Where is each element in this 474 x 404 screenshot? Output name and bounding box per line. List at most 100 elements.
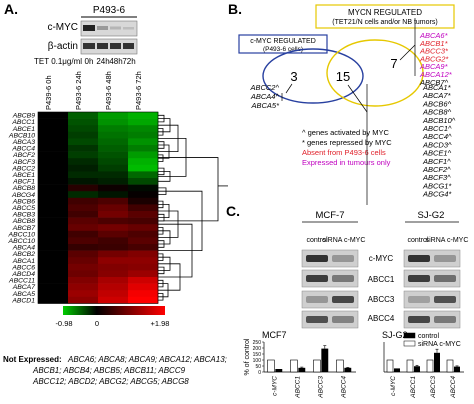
band-label-abcc3: ABCC3 [368,295,395,304]
heatmap-cell [128,178,159,185]
blot-band [306,255,328,262]
heatmap-cell [98,131,129,139]
heatmap-row-label: ABCA3 [12,139,36,146]
center-gene: ABCB10^ [422,116,456,125]
heatmap-cell [38,270,69,278]
not-expressed-note: Not Expressed: ABCA6; ABCA8; ABCA9; ABCA… [3,355,227,386]
heatmap-row-label: ABCC11 [8,278,35,285]
bar-sirna [454,366,460,372]
cmyc-title: c-MYC REGULATED [250,38,316,45]
right-gene: ABCB1* [419,39,449,48]
y-axis-label: % of control [244,338,251,375]
heatmap-row-label: ABCB6 [12,198,36,205]
bar-control [426,359,434,373]
bar-control [267,359,275,373]
y-tick-label: 250 [253,340,262,346]
heatmap-row-label: ABCB8 [12,185,36,192]
category-label: ABCC4 [340,376,347,399]
heatmap-cell [98,211,129,218]
heatmap-cell [128,290,159,298]
right-gene: ABCB7^ [419,78,449,87]
heatmap-row-label: ABCB7 [12,225,36,232]
blot-strip [403,249,461,268]
venn-diagram: MYCN REGULATED (TET21/N cells and/or NB … [238,4,456,205]
right-gene: ABCA12* [419,70,453,79]
heatmap-cell [68,171,99,179]
heatmap-cell [68,290,99,298]
heatmap-cell [128,230,159,238]
heatmap-cell [98,138,129,146]
blot-band [332,275,354,282]
mycn-circle [326,39,424,107]
heatmap-cell [68,191,99,199]
dendrogram-branch [158,157,219,222]
blot-band [408,255,430,262]
scale-min: -0.98 [55,319,72,328]
heatmap-cell [68,158,99,166]
heatmap-cell [98,204,129,212]
heatmap-cell [68,125,99,133]
heatmap-cell [38,237,69,245]
mycn-box [315,4,455,29]
legend-label-control: control [418,333,439,340]
heatmap-cell [68,211,99,218]
heatmap-row-label: ABCC6 [11,264,35,271]
heatmap-cell [38,224,69,232]
heatmap [37,111,159,304]
heatmap-cell [98,244,129,251]
heatmap-cell [68,244,99,251]
heatmap-cell [38,197,69,205]
mcf7-title: MCF-7 [315,210,344,221]
heatmap-cell [68,138,99,146]
heatmap-cell [68,224,99,232]
heatmap-cell [68,277,99,284]
bar-control [406,359,414,373]
bar-sirna [414,366,420,372]
center-gene: ABCB8^ [422,108,452,117]
heatmap-cell [128,217,159,225]
sjg2-title: SJ-G2 [418,210,445,221]
blot-label-cmyc: c-MYC [47,22,78,33]
heatmap-cell [68,164,99,172]
heatmap-cell [98,263,129,271]
y-tick-label: 150 [253,352,262,358]
heatmap-cell [38,131,69,139]
heatmap-cell [98,197,129,205]
left-gene: ABCA4^ [250,92,280,101]
scale-max: +1.98 [151,319,170,328]
heatmap-cell [68,151,99,159]
heatmap-row-label: ABCC4 [11,146,35,153]
heatmap-cell [68,263,99,271]
heatmap-cell [68,270,99,278]
heatmap-row-label: ABCA1 [12,258,36,265]
heatmap-cell [38,118,69,126]
venn-legend-item: Absent from P493-6 cells [302,148,386,157]
heatmap-cell [38,191,69,199]
bar-sirna [298,367,306,372]
heatmap-cell [98,158,129,166]
heatmap-cell [128,164,159,172]
blot-band [306,316,328,323]
heatmap-cell [38,290,69,298]
heatmap-cell [98,164,129,172]
heatmap-cell [68,184,99,192]
heatmap-cell [98,230,129,238]
bar-control [386,359,394,373]
heatmap-row-label: ABCA4 [12,245,36,252]
heatmap-row-label: ABCB9 [12,113,36,120]
category-label: ABCC4 [450,376,457,399]
cmyc-box [238,34,328,54]
y-tick-label: 50 [255,364,261,370]
heatmap-cell [98,217,129,225]
heatmap-cell [68,131,99,139]
heatmap-cell [38,277,69,284]
heatmap-row-label: ABCB3 [12,212,36,219]
heatmap-row-label: ABCC10 [8,231,36,238]
venn-legend: ^ genes activated by MYC* genes represse… [302,128,392,167]
color-scale: -0.98 0 +1.98 [55,306,169,328]
heatmap-row-label: ABCD1 [11,297,35,304]
dendrogram [158,114,228,301]
heatmap-cell [98,257,129,265]
bar-chart-title: MCF7 [262,330,287,340]
bar-control [290,359,298,373]
